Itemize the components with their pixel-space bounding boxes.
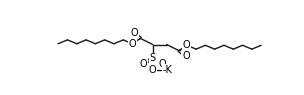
- Text: O: O: [183, 40, 191, 50]
- Text: -K: -K: [163, 65, 173, 75]
- Text: O: O: [130, 28, 138, 38]
- Text: S: S: [150, 53, 156, 63]
- Text: O: O: [129, 39, 136, 49]
- Text: O: O: [182, 51, 190, 61]
- Text: O: O: [158, 59, 166, 69]
- Text: O: O: [149, 65, 157, 75]
- Text: O: O: [140, 59, 147, 69]
